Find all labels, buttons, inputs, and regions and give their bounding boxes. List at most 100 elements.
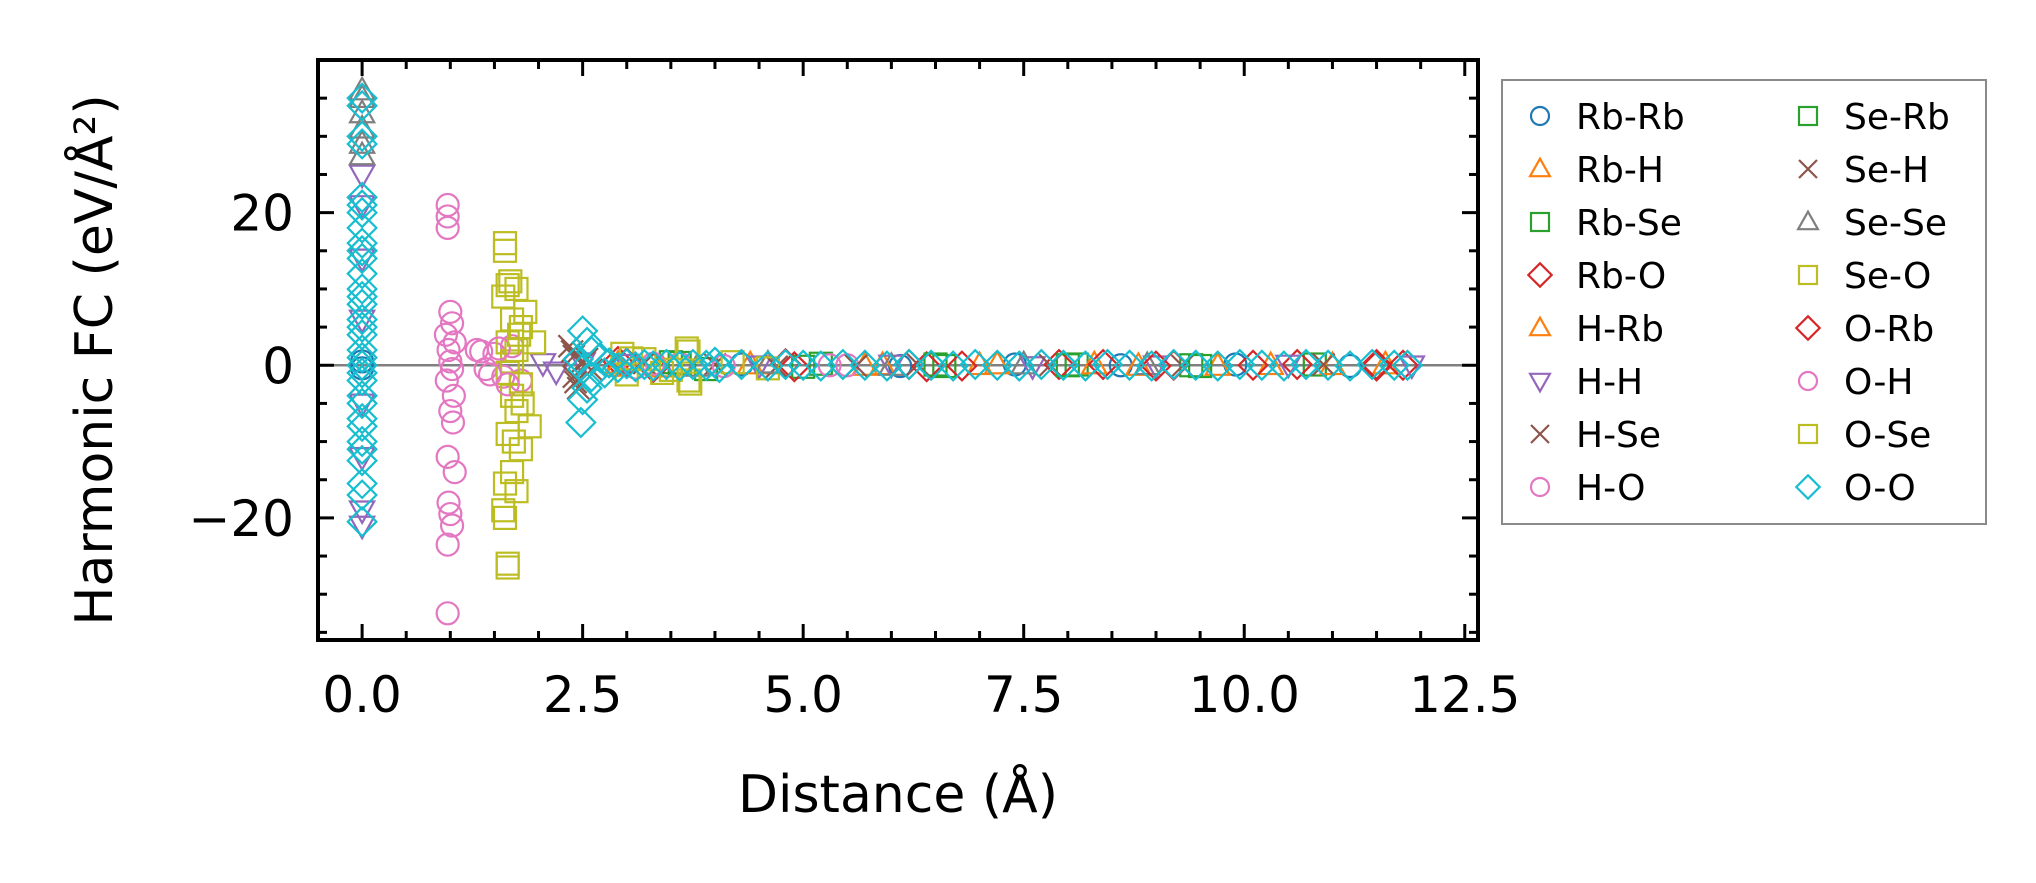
x-tick-label: 7.5 bbox=[984, 666, 1064, 724]
data-point bbox=[1223, 348, 1256, 381]
data-point bbox=[346, 280, 378, 313]
data-point bbox=[438, 398, 463, 424]
x-axis-label: Distance (Å) bbox=[738, 763, 1058, 825]
data-point bbox=[438, 501, 463, 527]
data-point bbox=[1025, 348, 1058, 381]
data-point bbox=[566, 383, 599, 416]
data-point bbox=[439, 356, 465, 382]
data-point bbox=[1237, 349, 1269, 382]
data-point bbox=[346, 505, 378, 538]
data-point bbox=[725, 348, 758, 381]
legend-entry: Rb-O bbox=[1526, 256, 1666, 297]
x-tick-label: 10.0 bbox=[1189, 666, 1300, 724]
plot-frame bbox=[316, 58, 1480, 642]
legend-label: Rb-Se bbox=[1576, 203, 1682, 244]
data-point bbox=[522, 330, 547, 355]
data-point bbox=[1246, 349, 1278, 382]
data-point bbox=[348, 129, 377, 154]
legend-marker bbox=[1529, 211, 1551, 233]
data-point bbox=[346, 349, 378, 382]
data-point bbox=[827, 348, 859, 381]
data-point bbox=[791, 354, 816, 379]
data-point bbox=[542, 361, 571, 387]
legend-entry: O-Se bbox=[1797, 415, 1931, 456]
legend-label: H-Rb bbox=[1576, 309, 1664, 350]
legend-label: Se-H bbox=[1844, 150, 1929, 191]
legend-marker bbox=[1528, 156, 1552, 178]
data-point bbox=[1113, 349, 1146, 382]
legend-marker bbox=[1528, 315, 1552, 337]
data-point bbox=[346, 120, 378, 153]
legend-marker bbox=[1526, 261, 1554, 289]
data-point bbox=[440, 410, 466, 435]
data-point bbox=[346, 318, 378, 351]
data-point bbox=[435, 204, 460, 229]
data-point bbox=[348, 515, 377, 541]
data-point bbox=[492, 505, 518, 530]
x-tick-label: 2.5 bbox=[543, 666, 623, 724]
legend-marker bbox=[1529, 105, 1551, 127]
legend-entry: O-H bbox=[1797, 362, 1913, 403]
data-point bbox=[575, 335, 608, 368]
x-tick-labels: 0.0 2.5 5.0 7.5 10.0 12.5 bbox=[322, 666, 1520, 724]
legend-label: Rb-Rb bbox=[1576, 97, 1685, 138]
data-point bbox=[1140, 350, 1172, 382]
data-point bbox=[498, 269, 523, 294]
legend-marker bbox=[1794, 473, 1822, 501]
y-tick-label: 20 bbox=[230, 185, 294, 243]
legend-label: H-H bbox=[1576, 362, 1643, 403]
data-point bbox=[650, 348, 683, 381]
data-point bbox=[346, 402, 378, 435]
data-point bbox=[346, 288, 378, 321]
x-tick-label: 12.5 bbox=[1409, 666, 1520, 724]
data-point bbox=[346, 364, 378, 397]
legend-entry: H-Se bbox=[1530, 415, 1661, 456]
data-point bbox=[346, 257, 378, 290]
data-point bbox=[346, 425, 378, 458]
legend-entry: Se-Se bbox=[1796, 203, 1947, 244]
data-point bbox=[510, 391, 535, 416]
data-point bbox=[438, 299, 463, 324]
legend-label: Rb-O bbox=[1576, 256, 1666, 297]
data-point bbox=[752, 350, 784, 382]
data-point bbox=[588, 357, 621, 389]
legend-entry: H-H bbox=[1528, 362, 1643, 403]
data-point bbox=[495, 555, 520, 580]
legend-label: O-Rb bbox=[1844, 309, 1934, 350]
legend-entry: Rb-Se bbox=[1529, 203, 1682, 244]
data-point bbox=[486, 336, 511, 361]
legend-label: Rb-H bbox=[1576, 150, 1664, 191]
data-point bbox=[501, 429, 526, 454]
legend-label: H-Se bbox=[1576, 415, 1661, 456]
data-point bbox=[1018, 356, 1047, 381]
data-point bbox=[346, 181, 378, 214]
legend-entry: Rb-H bbox=[1528, 150, 1664, 191]
data-point bbox=[571, 372, 603, 405]
legend-marker bbox=[1798, 159, 1818, 179]
data-point bbox=[1356, 348, 1389, 381]
legend-marker bbox=[1528, 372, 1552, 394]
data-point bbox=[637, 350, 670, 382]
legend-entry: O-Rb bbox=[1794, 309, 1934, 350]
data-point bbox=[678, 371, 703, 396]
data-point bbox=[442, 460, 467, 485]
legend-items: Rb-Rb Rb-H Rb-Se Rb-O H-Rb H-H H-Se H-O Se-Rb Se-… bbox=[1526, 97, 1950, 509]
data-point bbox=[346, 433, 378, 466]
legend-entry: Se-O bbox=[1797, 256, 1931, 297]
legend-label: O-Se bbox=[1844, 415, 1931, 456]
data-point bbox=[1391, 349, 1424, 382]
x-tick-label: 5.0 bbox=[763, 666, 843, 724]
data-point bbox=[959, 348, 992, 381]
legend-marker bbox=[1797, 370, 1819, 392]
x-tick-label: 0.0 bbox=[322, 666, 402, 724]
data-point bbox=[435, 444, 460, 469]
data-point bbox=[346, 311, 378, 343]
legend-label: O-H bbox=[1844, 362, 1913, 403]
legend-marker bbox=[1530, 424, 1550, 444]
legend-entry: Rb-Rb bbox=[1529, 97, 1685, 138]
data-point bbox=[910, 350, 943, 383]
data-point bbox=[915, 349, 947, 382]
data-point bbox=[346, 212, 378, 244]
data-point bbox=[849, 349, 881, 382]
legend-label: O-O bbox=[1844, 468, 1916, 509]
